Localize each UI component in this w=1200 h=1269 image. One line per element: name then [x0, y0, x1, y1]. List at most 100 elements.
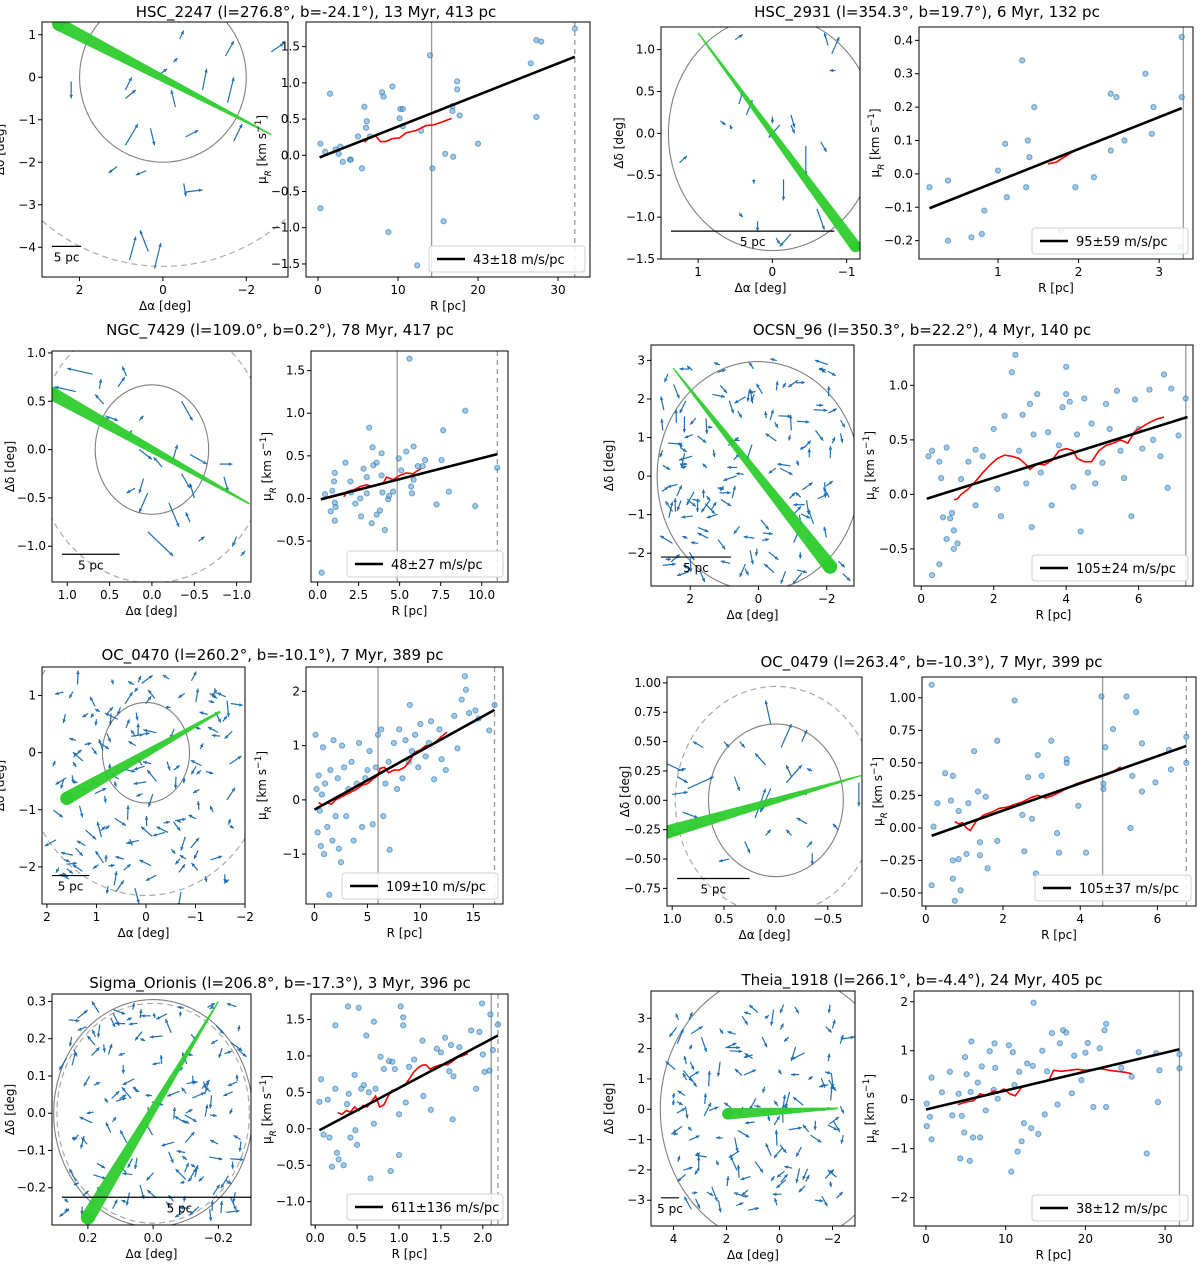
arrow-head [755, 227, 760, 232]
proper-motion-arrow [833, 1121, 841, 1133]
arrow-head [127, 1017, 132, 1021]
arrow-head [135, 1036, 139, 1041]
arrow-head [725, 743, 730, 748]
star-point [936, 458, 943, 465]
star-point [334, 775, 341, 782]
proper-motion-arrow [135, 170, 147, 176]
arrow-head [241, 551, 246, 555]
arrow-head [226, 1002, 231, 1007]
star-point [400, 1014, 407, 1021]
proper-motion-arrow [737, 1129, 750, 1138]
proper-motion-arrow [76, 840, 86, 847]
proper-motion-arrow [209, 805, 214, 813]
y-tick-label: 0.2 [894, 100, 913, 114]
arrow-head [196, 801, 201, 805]
arrow-head [220, 1184, 225, 1189]
arrow-head [823, 487, 827, 492]
arrow-head [686, 501, 690, 506]
star-point [1160, 371, 1168, 378]
star-point [1034, 751, 1041, 759]
proper-motion-arrow [700, 500, 711, 513]
sky-frame [41, 666, 246, 905]
proper-motion-arrow [701, 489, 706, 498]
proper-motion-arrow [827, 1124, 838, 1131]
profile-frame [310, 993, 509, 1226]
arrow-head [107, 763, 112, 768]
y-tick-label: −2 [627, 546, 645, 560]
arrow-head [92, 1029, 96, 1034]
star-point [1103, 1103, 1110, 1111]
proper-motion-arrow [798, 1185, 806, 1193]
arrow-head [174, 444, 178, 449]
y-tick-label: 0.25 [889, 788, 916, 802]
arrow-head [786, 829, 790, 834]
proper-motion-arrow [179, 30, 185, 40]
star-point [422, 753, 429, 760]
star-point [354, 1141, 361, 1148]
proper-motion-arrow [802, 1124, 810, 1133]
proper-motion-arrow [231, 536, 238, 547]
arrow-head [192, 1168, 197, 1173]
proper-motion-arrow [155, 1013, 168, 1020]
proper-motion-arrow [816, 208, 825, 230]
arrow-head [147, 770, 151, 774]
proper-motion-arrow [766, 1115, 771, 1122]
star-point [1037, 469, 1044, 476]
profile-frame [305, 666, 504, 905]
proper-motion-arrow [827, 1004, 832, 1014]
proper-motion-arrow [676, 1028, 684, 1044]
proper-motion-arrow [226, 1002, 237, 1008]
proper-motion-arrow [785, 829, 792, 836]
arrow-head [135, 1088, 140, 1093]
profile-plot-area [926, 27, 1185, 259]
proper-motion-arrow [690, 541, 699, 545]
proper-motion-arrow [233, 123, 243, 142]
proper-motion-arrow [761, 538, 770, 542]
arrow-head [143, 728, 148, 733]
star-point [373, 511, 380, 518]
proper-motion-arrow [750, 394, 755, 402]
proper-motion-arrow [112, 1199, 118, 1210]
arrow-head [69, 1168, 73, 1173]
arrow-head [64, 1207, 69, 1212]
x-axis-label: Δα [deg] [126, 1247, 178, 1261]
star-point [1102, 400, 1110, 407]
x-tick-label: 2 [76, 283, 84, 297]
arrow-head [764, 1015, 769, 1019]
arrow-shaft [687, 776, 714, 790]
proper-motion-arrow [744, 568, 750, 576]
arrow-head [831, 1084, 835, 1089]
proper-motion-arrow [662, 464, 671, 471]
proper-motion-arrow [141, 674, 153, 684]
arrow-head [857, 802, 861, 807]
proper-motion-arrow [83, 1075, 91, 1087]
arrow-head [690, 541, 695, 545]
proper-motion-arrow [196, 801, 201, 810]
y-tick-label: 0.00 [889, 821, 916, 835]
proper-motion-arrow [673, 498, 677, 512]
proper-motion-arrow [787, 434, 792, 441]
proper-motion-arrow [779, 1004, 785, 1014]
proper-motion-arrow [795, 1168, 801, 1184]
star-point [345, 1090, 352, 1097]
proper-motion-arrow [737, 411, 743, 419]
proper-motion-arrow [77, 1009, 89, 1019]
arrow-head [665, 501, 669, 506]
arrow-head [69, 737, 74, 742]
star-point [406, 355, 413, 362]
arrow-head [787, 414, 792, 418]
star-point [408, 490, 416, 497]
star-point [363, 118, 370, 125]
star-point [1019, 411, 1026, 418]
y-tick-label: −0.5 [271, 185, 300, 199]
proper-motion-arrow [765, 433, 777, 442]
arrow-head [135, 716, 139, 721]
star-point [1016, 1068, 1023, 1075]
arrow-head [678, 1101, 683, 1105]
proper-motion-arrow [181, 473, 191, 489]
x-tick-label: 0.0 [144, 1231, 163, 1245]
arrow-shaft [780, 723, 793, 748]
x-axis-label: Δα [deg] [739, 928, 791, 942]
